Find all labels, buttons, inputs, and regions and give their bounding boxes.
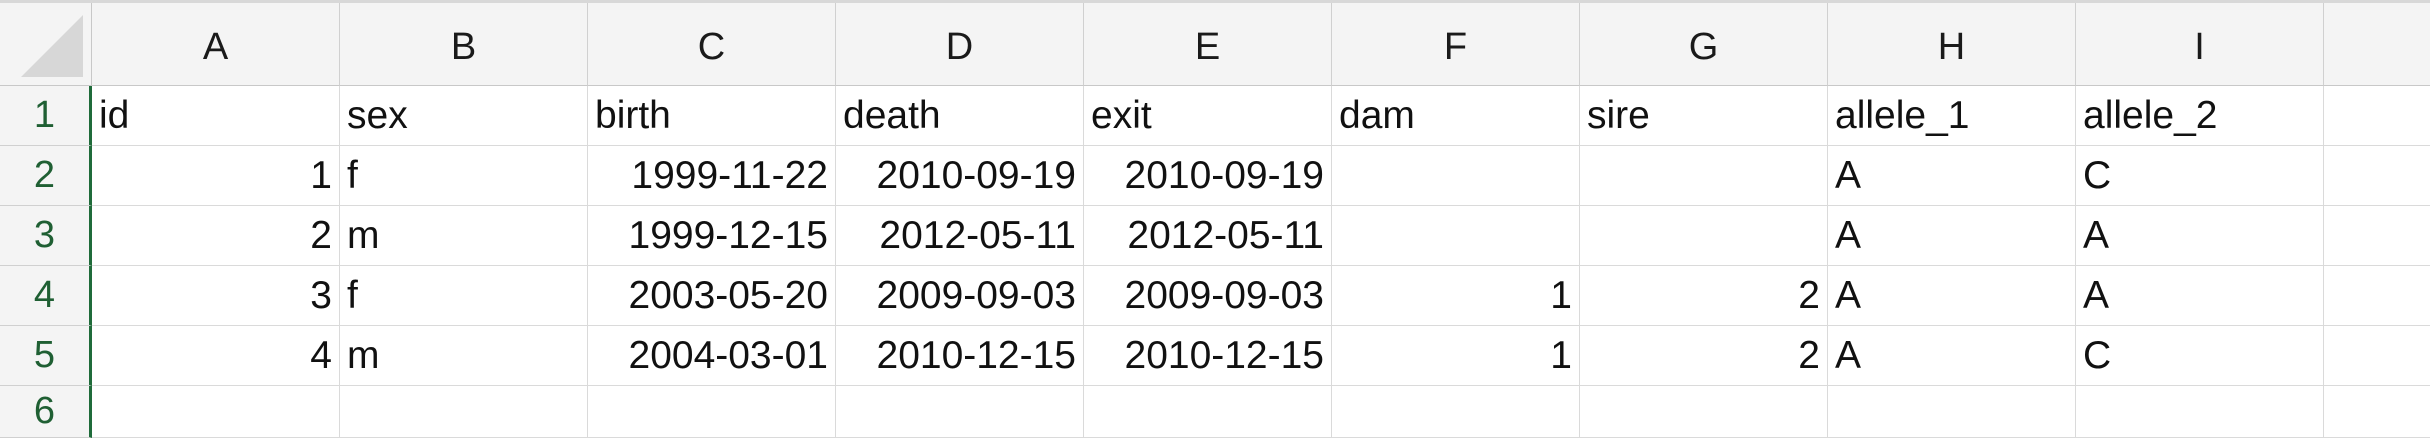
cell-f1[interactable]: dam [1332,86,1580,146]
cell-j6[interactable] [2324,386,2430,438]
cell-e5[interactable]: 2010-12-15 [1084,326,1332,386]
cell-h3[interactable]: A [1828,206,2076,266]
cell-b5[interactable]: m [340,326,588,386]
cell-g3[interactable] [1580,206,1828,266]
row-header-6[interactable]: 6 [0,386,92,438]
cell-g5[interactable]: 2 [1580,326,1828,386]
cell-g6[interactable] [1580,386,1828,438]
cell-a6[interactable] [92,386,340,438]
cell-j4[interactable] [2324,266,2430,326]
cell-e3[interactable]: 2012-05-11 [1084,206,1332,266]
cell-b4[interactable]: f [340,266,588,326]
cell-i5[interactable]: C [2076,326,2324,386]
cell-i3[interactable]: A [2076,206,2324,266]
select-all-corner[interactable] [0,0,92,86]
select-all-triangle-icon [21,15,83,77]
cell-j3[interactable] [2324,206,2430,266]
column-header-c[interactable]: C [588,0,836,86]
cell-b6[interactable] [340,386,588,438]
column-header-b[interactable]: B [340,0,588,86]
cell-j1[interactable] [2324,86,2430,146]
cell-h1[interactable]: allele_1 [1828,86,2076,146]
cell-b1[interactable]: sex [340,86,588,146]
row-header-2[interactable]: 2 [0,146,92,206]
cell-d1[interactable]: death [836,86,1084,146]
cell-c4[interactable]: 2003-05-20 [588,266,836,326]
column-header-g[interactable]: G [1580,0,1828,86]
top-border [0,0,2430,3]
column-header-a[interactable]: A [92,0,340,86]
cell-a1[interactable]: id [92,86,340,146]
column-header-e[interactable]: E [1084,0,1332,86]
cell-d4[interactable]: 2009-09-03 [836,266,1084,326]
cell-f6[interactable] [1332,386,1580,438]
row-header-1[interactable]: 1 [0,86,92,146]
cell-c6[interactable] [588,386,836,438]
cell-e2[interactable]: 2010-09-19 [1084,146,1332,206]
row-header-5[interactable]: 5 [0,326,92,386]
cell-i4[interactable]: A [2076,266,2324,326]
column-header-j[interactable] [2324,0,2430,86]
cell-g1[interactable]: sire [1580,86,1828,146]
cell-j5[interactable] [2324,326,2430,386]
column-header-d[interactable]: D [836,0,1084,86]
cell-g4[interactable]: 2 [1580,266,1828,326]
column-header-f[interactable]: F [1332,0,1580,86]
cell-f3[interactable] [1332,206,1580,266]
column-header-h[interactable]: H [1828,0,2076,86]
cell-d5[interactable]: 2010-12-15 [836,326,1084,386]
cell-i1[interactable]: allele_2 [2076,86,2324,146]
cell-f2[interactable] [1332,146,1580,206]
cell-c5[interactable]: 2004-03-01 [588,326,836,386]
row-header-3[interactable]: 3 [0,206,92,266]
cell-d3[interactable]: 2012-05-11 [836,206,1084,266]
cell-h6[interactable] [1828,386,2076,438]
cell-g2[interactable] [1580,146,1828,206]
cell-b2[interactable]: f [340,146,588,206]
cell-e1[interactable]: exit [1084,86,1332,146]
cell-a5[interactable]: 4 [92,326,340,386]
cell-i6[interactable] [2076,386,2324,438]
cell-a4[interactable]: 3 [92,266,340,326]
cell-b3[interactable]: m [340,206,588,266]
column-header-i[interactable]: I [2076,0,2324,86]
cell-e6[interactable] [1084,386,1332,438]
cell-c1[interactable]: birth [588,86,836,146]
cell-d6[interactable] [836,386,1084,438]
cell-c3[interactable]: 1999-12-15 [588,206,836,266]
cell-c2[interactable]: 1999-11-22 [588,146,836,206]
cell-h5[interactable]: A [1828,326,2076,386]
cell-h4[interactable]: A [1828,266,2076,326]
cell-d2[interactable]: 2010-09-19 [836,146,1084,206]
cell-f4[interactable]: 1 [1332,266,1580,326]
cell-a3[interactable]: 2 [92,206,340,266]
cell-j2[interactable] [2324,146,2430,206]
cell-f5[interactable]: 1 [1332,326,1580,386]
cell-i2[interactable]: C [2076,146,2324,206]
cell-h2[interactable]: A [1828,146,2076,206]
cell-a2[interactable]: 1 [92,146,340,206]
cell-e4[interactable]: 2009-09-03 [1084,266,1332,326]
row-header-4[interactable]: 4 [0,266,92,326]
